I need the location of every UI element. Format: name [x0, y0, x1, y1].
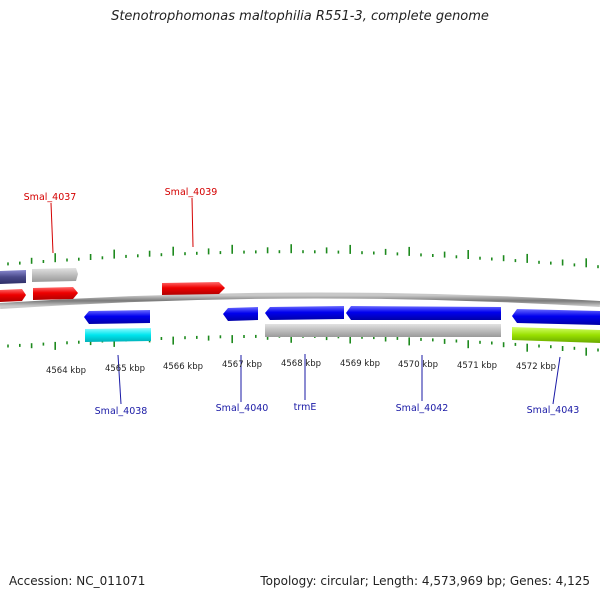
- gene-label-trme[interactable]: trmE: [294, 402, 317, 413]
- tick-row-outer: [7, 244, 599, 269]
- genome-summary-text: Topology: circular; Length: 4,573,969 bp…: [260, 574, 590, 588]
- gene-label-smal-4038[interactable]: Smal_4038: [95, 406, 148, 417]
- gene-label-smal-4043[interactable]: Smal_4043: [527, 405, 580, 416]
- feature-f4[interactable]: [33, 287, 78, 300]
- kbp-label-4571: 4571 kbp: [457, 361, 497, 371]
- leader-smal-4038: [117, 354, 122, 405]
- gene-label-smal-4039[interactable]: Smal_4039: [165, 187, 218, 198]
- kbp-label-4570: 4570 kbp: [398, 360, 438, 370]
- kbp-label-4566: 4566 kbp: [163, 362, 203, 372]
- feature-f2[interactable]: [32, 268, 78, 282]
- gene-label-smal-4037[interactable]: Smal_4037: [24, 192, 77, 203]
- kbp-label-4572: 4572 kbp: [516, 362, 556, 372]
- kbp-label-4565: 4565 kbp: [105, 364, 145, 374]
- feature-f3[interactable]: [0, 289, 26, 302]
- feature-f13[interactable]: [512, 327, 600, 343]
- genome-backbone: [0, 292, 600, 309]
- leader-smal-4043: [552, 356, 561, 405]
- accession-text: Accession: NC_011071: [9, 574, 146, 588]
- feature-f11[interactable]: [265, 324, 501, 337]
- leader-smal-4039: [191, 197, 194, 248]
- kbp-label-4567: 4567 kbp: [222, 360, 262, 370]
- feature-f9[interactable]: [265, 306, 344, 320]
- feature-f1[interactable]: [0, 270, 26, 284]
- feature-f7[interactable]: [85, 328, 151, 342]
- feature-f8[interactable]: [223, 307, 258, 321]
- kbp-label-4569: 4569 kbp: [340, 359, 380, 369]
- leader-smal-4037: [50, 202, 54, 254]
- feature-f12[interactable]: [512, 309, 600, 325]
- kbp-label-4568: 4568 kbp: [281, 359, 321, 369]
- map-title: Stenotrophomonas maltophilia R551-3, com…: [111, 9, 489, 24]
- gene-label-smal-4042[interactable]: Smal_4042: [396, 403, 449, 414]
- kbp-label-4564: 4564 kbp: [46, 366, 86, 376]
- feature-f5[interactable]: [162, 282, 225, 295]
- gene-label-smal-4040[interactable]: Smal_4040: [216, 403, 269, 414]
- feature-f10[interactable]: [346, 306, 501, 320]
- feature-f6[interactable]: [84, 310, 150, 324]
